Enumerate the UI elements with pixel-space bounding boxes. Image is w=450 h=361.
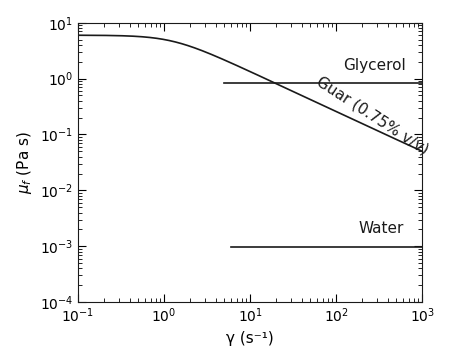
Y-axis label: $\mu_f$ (Pa s): $\mu_f$ (Pa s): [15, 131, 34, 194]
Text: Glycerol: Glycerol: [343, 58, 406, 73]
Text: Guar (0.75% v/v): Guar (0.75% v/v): [314, 74, 432, 157]
X-axis label: γ (s⁻¹): γ (s⁻¹): [226, 331, 274, 346]
Text: Water: Water: [358, 221, 404, 236]
